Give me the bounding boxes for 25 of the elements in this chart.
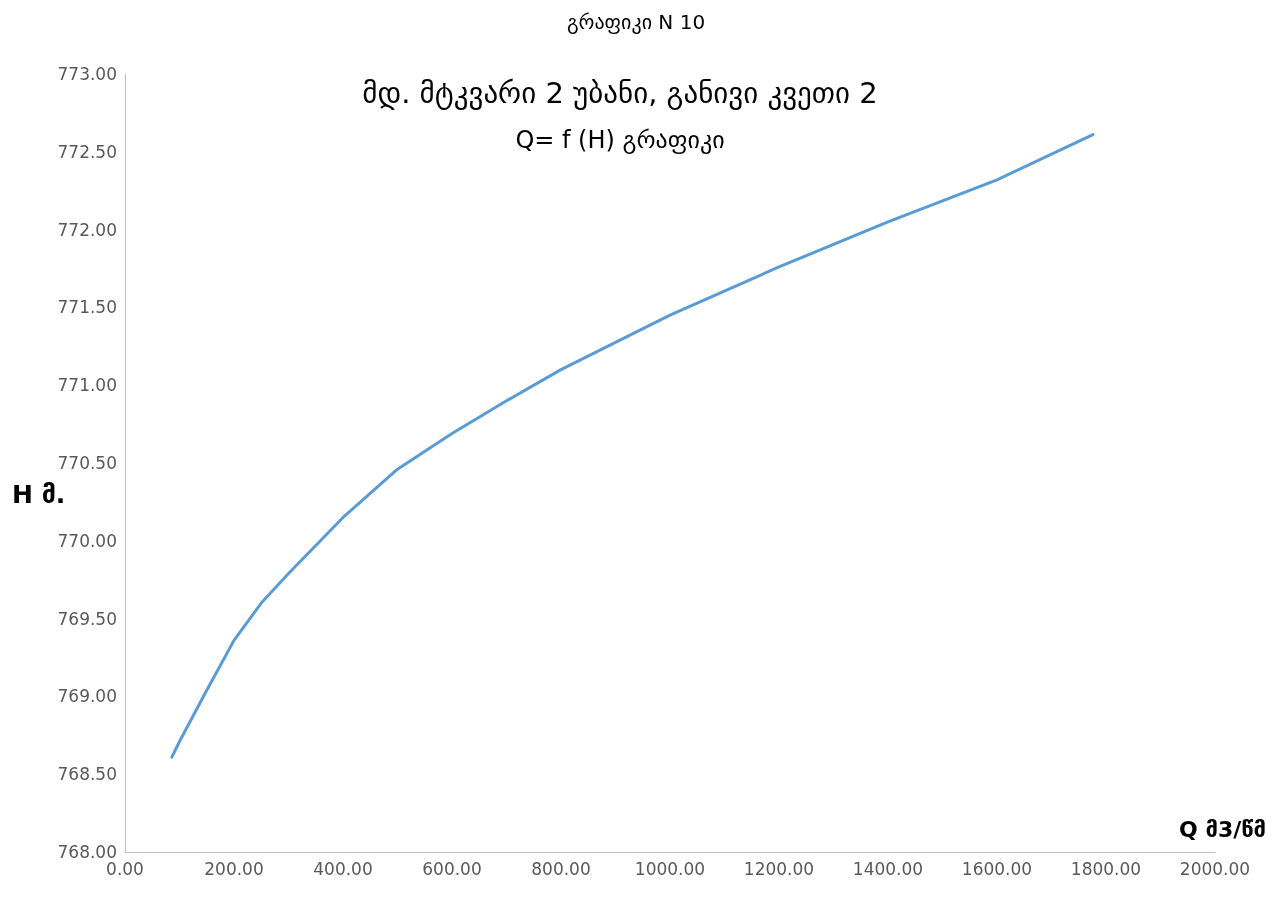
annotation: Q= f (H) გრაფიკი xyxy=(515,126,725,154)
x-tick-label: 1200.00 xyxy=(743,858,815,879)
x-tick-label: 400.00 xyxy=(313,858,373,879)
y-tick-label: 770.00 xyxy=(57,530,117,551)
y-tick-label: 773.00 xyxy=(57,64,117,84)
y-tick-label: 769.50 xyxy=(57,608,117,629)
y-tick-label: 772.00 xyxy=(57,219,117,240)
x-axis-title: Q მ3/წმ xyxy=(1179,816,1267,842)
y-tick-label: 770.50 xyxy=(57,453,117,473)
x-tick-label: 1600.00 xyxy=(961,858,1033,879)
x-tick-label: 800.00 xyxy=(531,858,591,879)
x-tick-label: 1800.00 xyxy=(1070,858,1142,879)
x-tick-label: 1400.00 xyxy=(852,858,924,879)
y-tick-label: 771.00 xyxy=(57,375,117,396)
y-tick-label: 769.00 xyxy=(57,686,117,707)
x-tick-label: 600.00 xyxy=(422,858,482,879)
y-tick-label: 771.50 xyxy=(57,297,117,318)
y-axis-title: H მ. xyxy=(12,480,66,509)
x-tick-label: 200.00 xyxy=(204,858,264,879)
y-tick-label: 768.50 xyxy=(57,764,117,785)
x-tick-label: 1000.00 xyxy=(634,858,706,879)
chart-title: გრაფიკი N 10 xyxy=(566,10,706,34)
x-tick-label: 2000.00 xyxy=(1179,858,1251,879)
annotation: მდ. მტკვარი 2 უბანი, განივი კვეთი 2 xyxy=(362,75,878,110)
y-tick-label: 772.50 xyxy=(57,141,117,162)
